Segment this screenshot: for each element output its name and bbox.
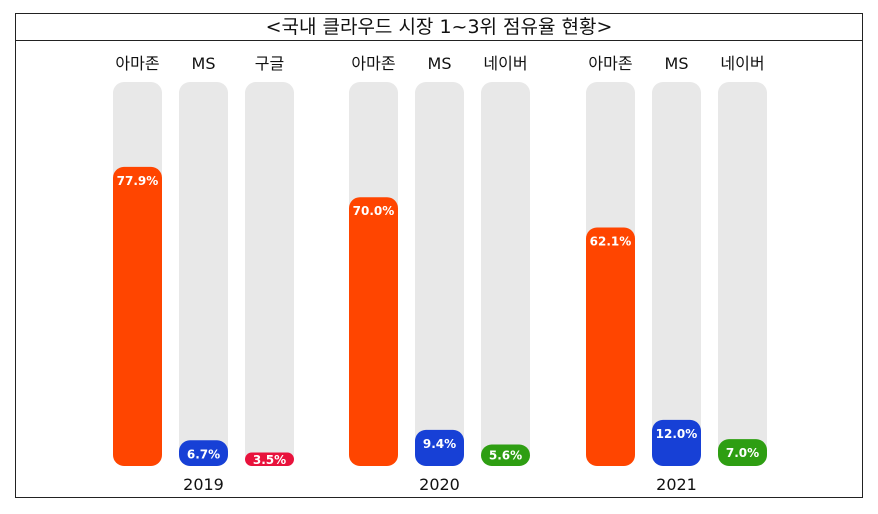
data-label: 62.1%	[590, 235, 632, 249]
bar	[113, 166, 162, 466]
bar	[481, 444, 530, 466]
category-label: MS	[665, 54, 689, 73]
category-label: MS	[192, 54, 216, 73]
year-label: 2019	[183, 475, 224, 494]
bar-track	[481, 82, 530, 466]
bar	[245, 452, 294, 466]
bar-track	[245, 82, 294, 466]
data-label: 3.5%	[253, 453, 286, 467]
bar-track	[718, 82, 767, 466]
bar-track	[415, 82, 464, 466]
bar	[179, 440, 228, 466]
category-label: 아마존	[351, 54, 395, 73]
data-label: 6.7%	[187, 447, 220, 461]
data-label: 70.0%	[353, 204, 395, 218]
category-label: 아마존	[588, 54, 632, 73]
chart-title: <국내 클라우드 시장 1~3위 점유율 현황>	[16, 14, 862, 41]
chart-frame: <국내 클라우드 시장 1~3위 점유율 현황>	[15, 13, 863, 498]
category-label: 네이버	[720, 54, 764, 73]
bar-track	[179, 82, 228, 466]
bar-track	[652, 82, 701, 466]
data-label: 77.9%	[117, 174, 159, 188]
bar	[652, 419, 701, 466]
data-label: 12.0%	[656, 427, 698, 441]
category-label: MS	[428, 54, 452, 73]
category-label: 구글	[255, 54, 284, 73]
data-label: 5.6%	[489, 449, 522, 463]
year-label: 2020	[419, 475, 460, 494]
bar	[586, 227, 635, 466]
category-label: 아마존	[115, 54, 159, 73]
bar	[415, 429, 464, 466]
category-label: 네이버	[483, 54, 527, 73]
data-label: 9.4%	[423, 437, 456, 451]
data-label: 7.0%	[726, 446, 759, 460]
bar	[349, 197, 398, 466]
bar	[718, 439, 767, 466]
year-label: 2021	[656, 475, 697, 494]
